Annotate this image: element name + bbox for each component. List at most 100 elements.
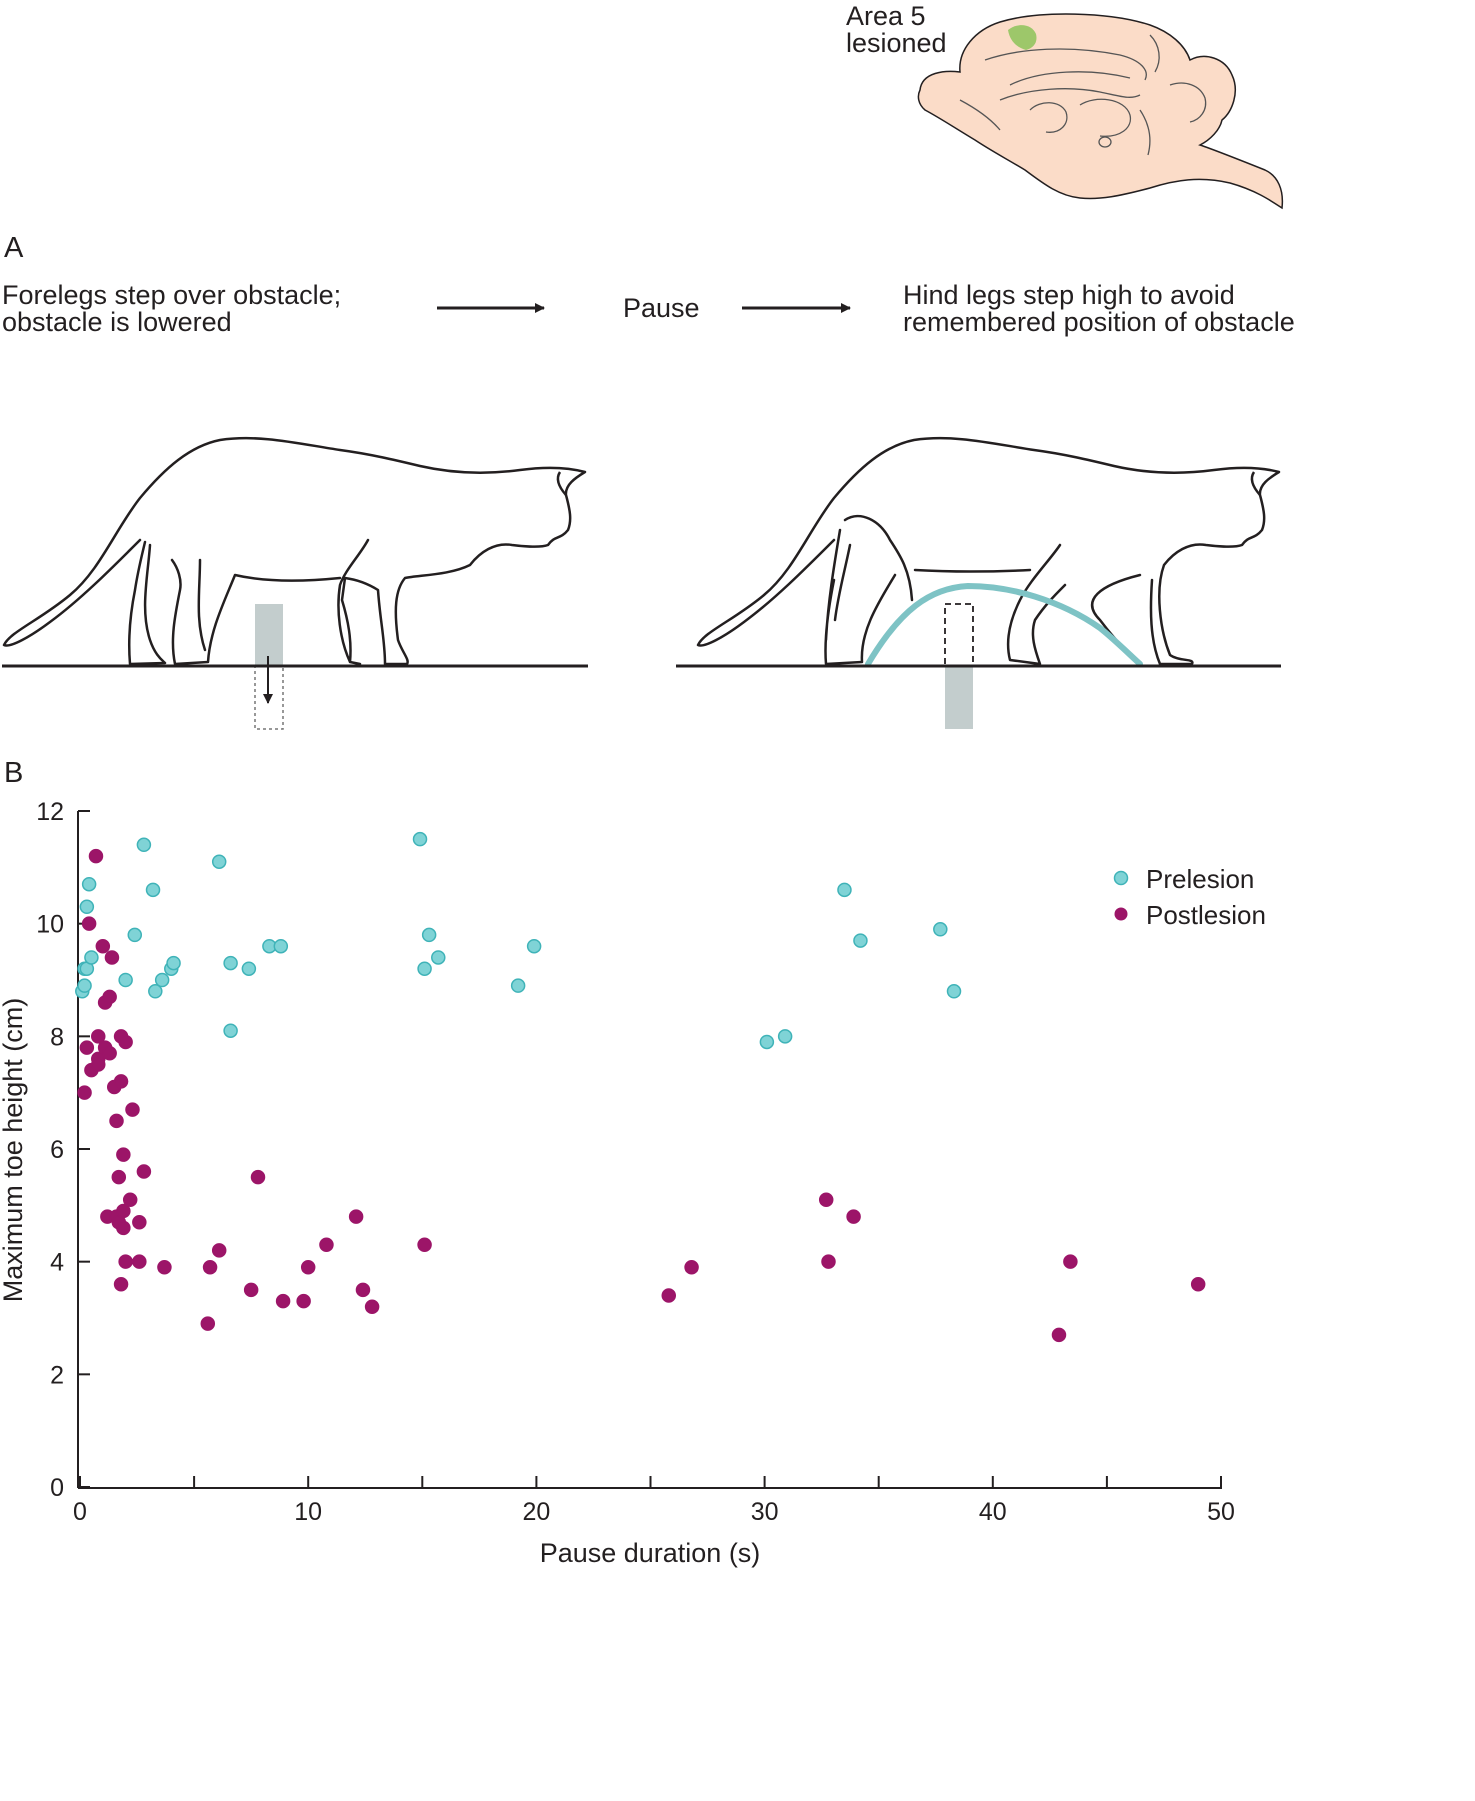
point-postlesion [1051, 1327, 1067, 1343]
brain-label-line1: Area 5 [846, 1, 926, 31]
point-postlesion [300, 1260, 316, 1275]
obstacle-raised [255, 604, 283, 666]
point-prelesion [759, 1034, 775, 1050]
x-tick-label: 10 [294, 1498, 322, 1526]
point-postlesion [116, 1203, 131, 1219]
point-postlesion [202, 1260, 218, 1275]
step2-caption: Pause [623, 293, 700, 323]
panel-b-letter: B [4, 757, 24, 789]
point-prelesion [526, 938, 542, 954]
y-tick-label: 6 [50, 1136, 64, 1164]
panel-a-letter: A [4, 232, 24, 264]
y-tick-label: 0 [50, 1474, 64, 1502]
brain-sulcus [959, 99, 1001, 131]
cat-outline [2, 436, 587, 666]
cat-outline [696, 436, 1281, 666]
point-prelesion [241, 961, 257, 976]
point-prelesion [421, 927, 437, 943]
point-postlesion [250, 1169, 266, 1185]
brain-sulcus [1009, 71, 1131, 86]
brain-outline [917, 13, 1284, 210]
point-prelesion [211, 854, 227, 869]
point-postlesion [102, 1045, 117, 1061]
x-tick-label: 0 [73, 1498, 87, 1526]
point-prelesion [933, 922, 948, 937]
brain-nucleus [1098, 136, 1112, 148]
point-prelesion [145, 882, 161, 898]
remembered-obstacle-outline [944, 603, 974, 667]
step1-caption-line1: Forelegs step over obstacle; [2, 280, 342, 310]
point-postlesion [132, 1214, 147, 1230]
scatter-chart: 0 2 4 6 8 10 12 0 10 20 30 40 50 Pause duration (s)… [0, 798, 1266, 1568]
point-postlesion [91, 1057, 106, 1072]
point-postlesion [91, 1029, 106, 1044]
point-postlesion [116, 1147, 131, 1162]
point-postlesion [118, 1034, 133, 1050]
brain-sulcus [1149, 34, 1160, 73]
y-tick-label: 4 [50, 1249, 64, 1277]
point-prelesion [946, 984, 962, 999]
point-postlesion [116, 1220, 131, 1236]
point-prelesion [777, 1029, 793, 1044]
point-postlesion [684, 1260, 699, 1275]
point-postlesion [661, 1288, 677, 1303]
point-postlesion [211, 1243, 227, 1258]
point-prelesion [77, 978, 92, 993]
point-prelesion [431, 950, 446, 965]
point-postlesion [77, 1085, 92, 1100]
legend-label-prelesion: Prelesion [1146, 864, 1254, 894]
lesion-area-5 [1008, 25, 1037, 50]
point-postlesion [111, 1169, 127, 1185]
point-prelesion [853, 933, 868, 948]
point-prelesion [81, 876, 97, 892]
cat-hindlegs-scene [676, 436, 1281, 729]
point-prelesion [273, 938, 289, 954]
point-postlesion [296, 1293, 311, 1309]
cat-ear [556, 471, 567, 496]
y-tick-label: 10 [36, 911, 64, 939]
brain-sulcus [1079, 98, 1132, 137]
x-tick-label: 20 [522, 1498, 550, 1526]
point-postlesion [113, 1074, 129, 1089]
step1-caption-line2: obstacle is lowered [2, 307, 232, 337]
point-postlesion [200, 1316, 216, 1331]
point-postlesion [417, 1237, 432, 1253]
brain-sulcus [1029, 102, 1068, 133]
legend: Prelesion Postlesion [1113, 864, 1266, 930]
point-prelesion [510, 978, 526, 993]
point-postlesion [1063, 1254, 1078, 1269]
point-postlesion [104, 950, 120, 965]
x-tick-label: 30 [751, 1498, 779, 1526]
y-axis-ticks: 0 2 4 6 8 10 12 [36, 798, 90, 1502]
step3-caption-line2: remembered position of obstacle [903, 307, 1295, 337]
x-axis-label: Pause duration (s) [540, 1538, 761, 1568]
cat-forelegs-scene [2, 436, 588, 730]
point-postlesion [1190, 1276, 1206, 1292]
point-postlesion [122, 1192, 138, 1207]
point-postlesion [118, 1254, 133, 1269]
point-prelesion [79, 899, 95, 915]
point-postlesion [109, 1113, 124, 1129]
point-postlesion [275, 1293, 291, 1309]
point-prelesion [154, 972, 170, 988]
point-postlesion [157, 1260, 172, 1275]
point-prelesion [223, 1023, 238, 1038]
point-postlesion [102, 989, 117, 1005]
y-tick-label: 12 [36, 798, 64, 826]
y-tick-label: 2 [50, 1361, 64, 1389]
point-postlesion [81, 916, 97, 931]
point-postlesion [88, 848, 104, 864]
obstacle-lowered [945, 666, 973, 729]
x-axis-ticks: 0 10 20 30 40 50 [73, 1476, 1235, 1526]
point-postlesion [818, 1192, 834, 1207]
cat-ear [1250, 471, 1261, 496]
brain-sulcus [1139, 109, 1151, 156]
point-postlesion [125, 1102, 140, 1117]
point-prelesion [127, 927, 143, 943]
point-prelesion [84, 950, 99, 965]
point-prelesion [166, 955, 181, 971]
data-points [75, 831, 1206, 1343]
point-prelesion [837, 882, 852, 898]
point-postlesion [79, 1040, 95, 1055]
